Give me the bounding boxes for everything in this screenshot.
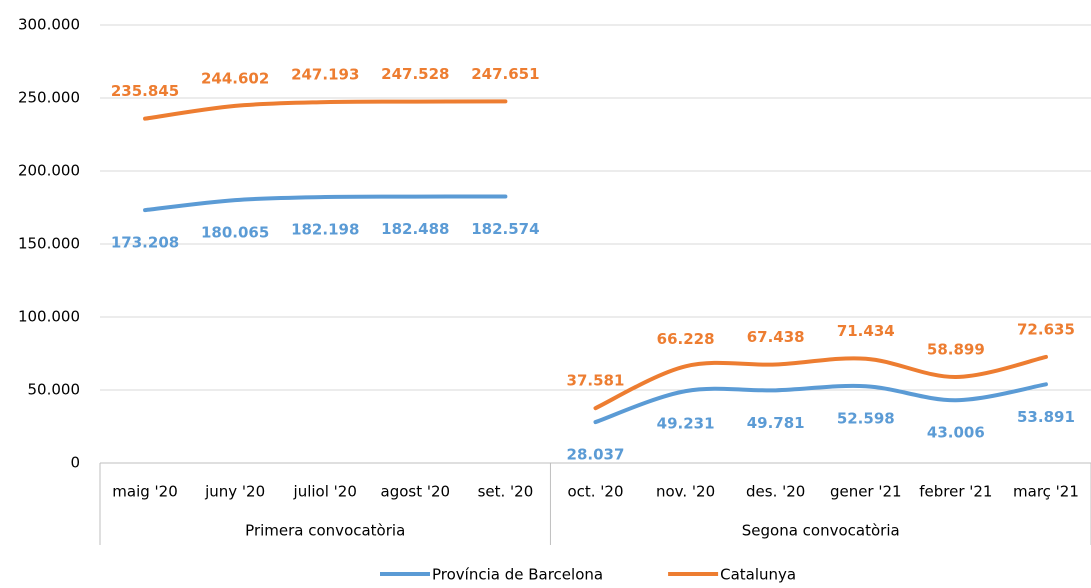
- data-label: 58.899: [927, 341, 985, 359]
- y-tick-label: 200.000: [18, 162, 80, 180]
- y-tick-label: 250.000: [18, 89, 80, 107]
- y-tick-label: 150.000: [18, 235, 80, 253]
- x-tick-label: nov. '20: [656, 483, 715, 501]
- data-label: 49.231: [657, 415, 715, 433]
- x-tick-label: maig '20: [112, 483, 177, 501]
- legend-label: Província de Barcelona: [432, 566, 603, 584]
- data-label: 180.065: [201, 224, 269, 242]
- legend-label: Catalunya: [720, 566, 796, 584]
- y-tick-label: 300.000: [18, 16, 80, 34]
- data-label: 49.781: [747, 414, 805, 432]
- data-label: 71.434: [837, 322, 895, 340]
- data-label: 182.488: [381, 220, 449, 238]
- data-label: 52.598: [837, 410, 895, 428]
- line: [143, 194, 508, 213]
- data-label: 53.891: [1017, 408, 1075, 426]
- x-tick-label: des. '20: [746, 483, 805, 501]
- data-label: 247.528: [381, 65, 449, 83]
- group-label: Segona convocatòria: [742, 522, 900, 540]
- data-label: 66.228: [657, 330, 715, 348]
- y-tick-label: 100.000: [18, 308, 80, 326]
- x-tick-label: juny '20: [204, 483, 265, 501]
- data-label: 182.574: [471, 220, 539, 238]
- data-label: 235.845: [111, 82, 179, 100]
- x-tick-label: març '21: [1013, 483, 1079, 501]
- data-label: 72.635: [1017, 320, 1075, 338]
- data-label: 247.193: [291, 66, 359, 84]
- line: [143, 99, 508, 121]
- data-label: 67.438: [747, 328, 805, 346]
- x-tick-label: agost '20: [381, 483, 451, 501]
- y-tick-label: 0: [70, 454, 80, 472]
- x-tick-label: oct. '20: [567, 483, 623, 501]
- x-tick-label: febrer '21: [919, 483, 992, 501]
- data-label: 247.651: [471, 65, 539, 83]
- x-tick-label: gener '21: [830, 483, 902, 501]
- x-tick-label: set. '20: [478, 483, 534, 501]
- data-label: 37.581: [567, 372, 625, 390]
- group-label: Primera convocatòria: [245, 522, 405, 540]
- line: [593, 382, 1048, 425]
- x-tick-label: juliol '20: [293, 483, 357, 501]
- data-label: 43.006: [927, 424, 985, 442]
- data-label: 244.602: [201, 69, 269, 87]
- data-label: 173.208: [111, 234, 179, 252]
- data-label: 182.198: [291, 220, 359, 238]
- line: [593, 354, 1048, 411]
- data-label: 28.037: [567, 446, 625, 464]
- y-tick-label: 50.000: [28, 381, 81, 399]
